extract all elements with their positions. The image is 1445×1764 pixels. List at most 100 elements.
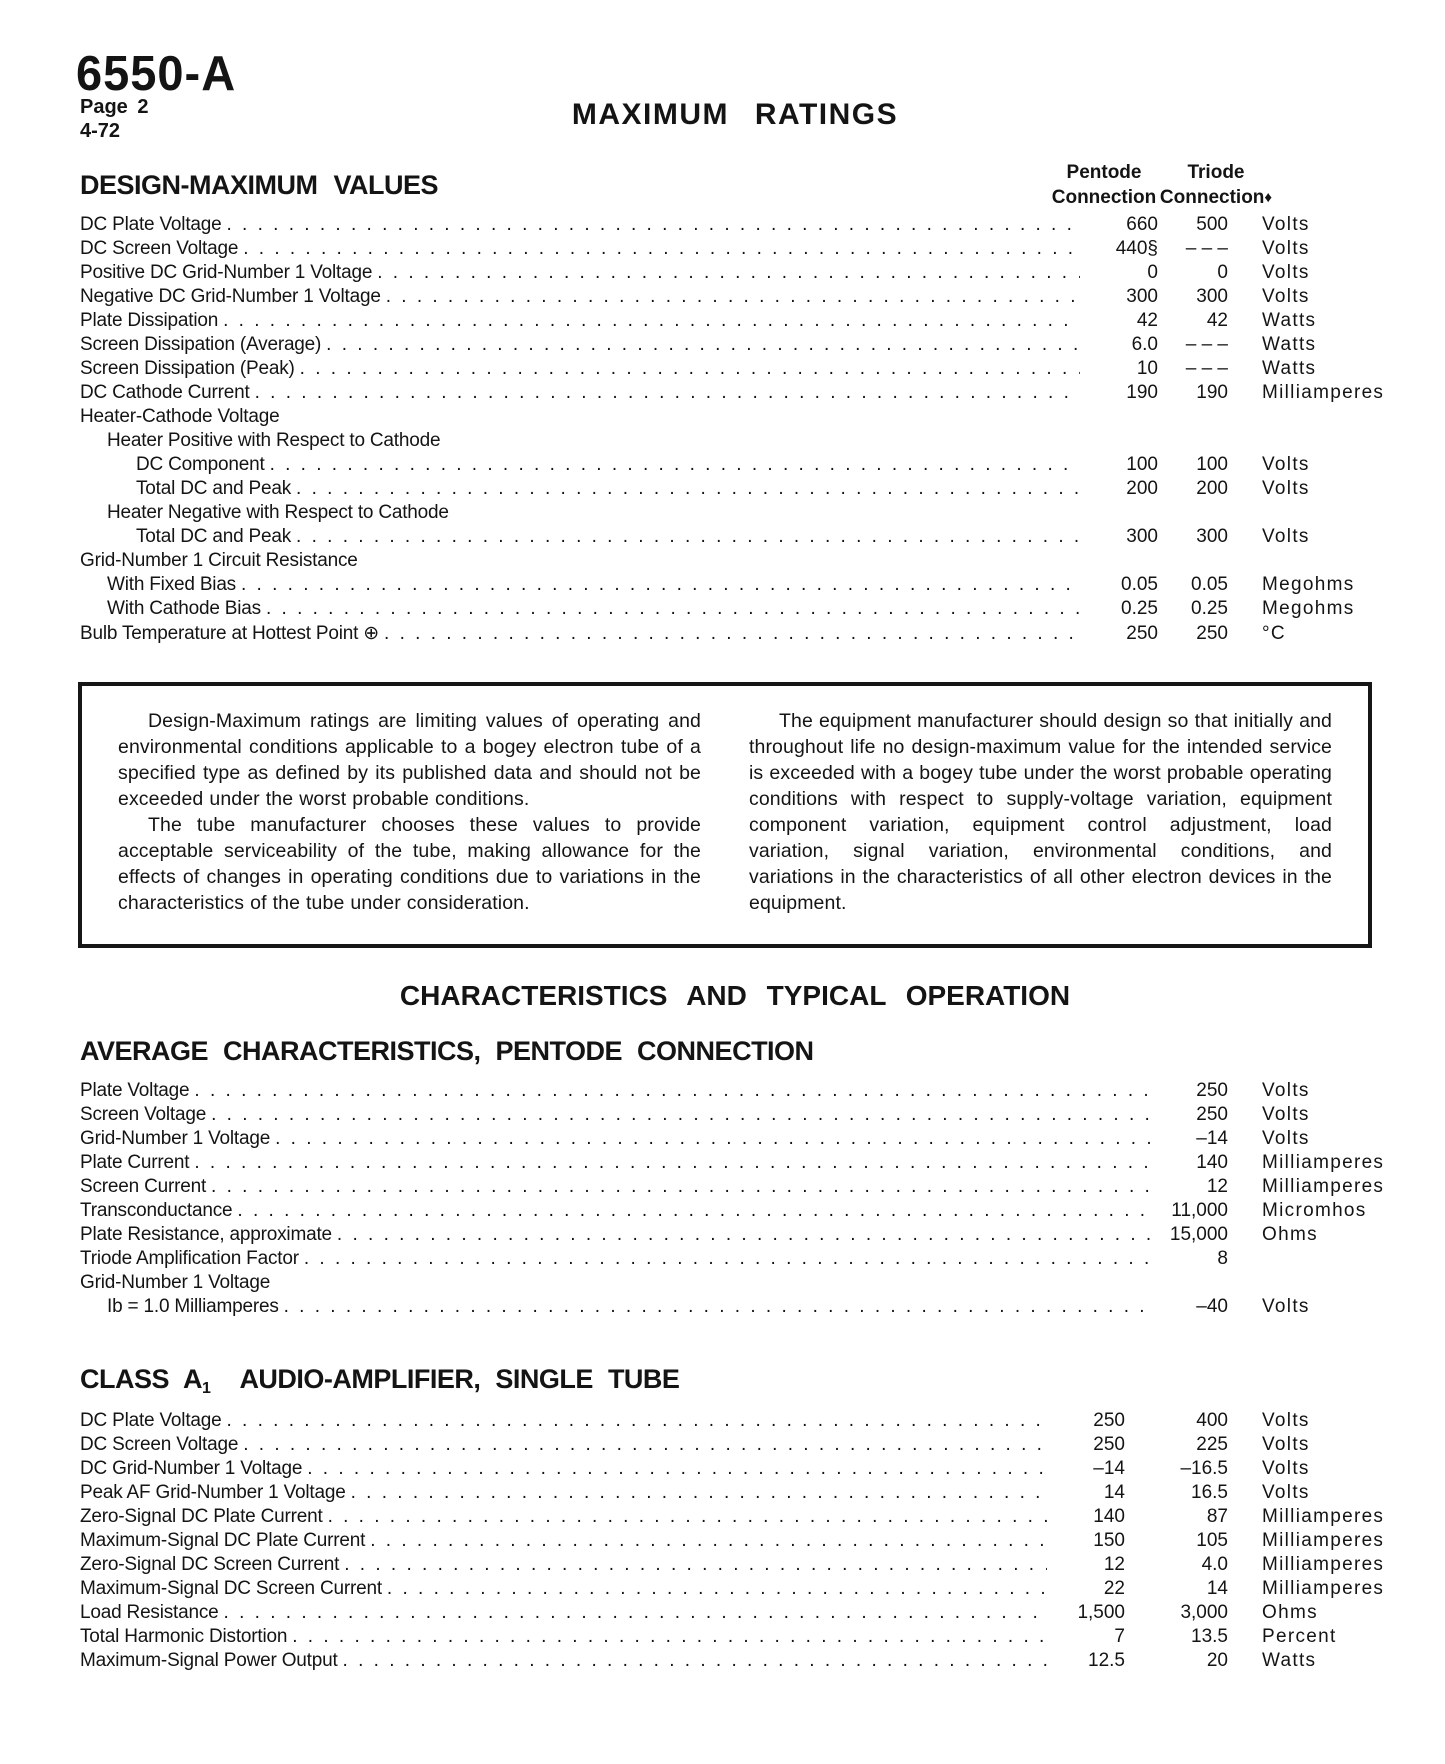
row-unit: Watts — [1262, 334, 1317, 355]
table-row: Positive DC Grid-Number 1 Voltage 0 0 Volts — [80, 262, 1440, 286]
table-group-label-row: Heater-Cathode Voltage — [80, 406, 1440, 430]
dot-leader — [275, 1128, 1150, 1150]
triode-value: 225 — [1196, 1434, 1228, 1455]
dot-leader — [194, 1152, 1150, 1174]
table-row: Plate Dissipation 42 42 Watts — [80, 310, 1440, 334]
average-characteristics-heading: AVERAGE CHARACTERISTICS, PENTODE CONNECT… — [80, 1036, 814, 1066]
row-unit: Volts — [1262, 214, 1310, 235]
note-paragraph: The tube manufacturer chooses these valu… — [118, 814, 701, 914]
column-header-line: Pentode — [1066, 162, 1142, 183]
dot-leader — [337, 1224, 1150, 1246]
row-unit: Volts — [1262, 478, 1310, 499]
row-unit: Megohms — [1262, 574, 1355, 595]
dot-leader — [237, 1200, 1150, 1222]
triode-value: 42 — [1206, 310, 1228, 331]
table-row: Negative DC Grid-Number 1 Voltage 300 300 V… — [80, 286, 1440, 310]
dot-leader — [351, 1482, 1047, 1504]
row-unit: Percent — [1262, 1626, 1337, 1647]
dot-leader — [266, 598, 1080, 620]
table-row: With Cathode Bias 0.25 0.25 Megohms — [80, 598, 1440, 622]
note-paragraph: Design-Maximum ratings are limiting valu… — [118, 710, 701, 810]
dot-leader — [328, 1506, 1047, 1528]
row-unit: Micromhos — [1262, 1200, 1367, 1221]
row-label: Maximum-Signal Power Output — [80, 1650, 338, 1671]
table-row: With Fixed Bias 0.05 0.05 Megohms — [80, 574, 1440, 598]
row-unit: Volts — [1262, 1410, 1310, 1431]
row-label: Screen Voltage — [80, 1104, 207, 1125]
table-row: Plate Voltage 250 Volts — [80, 1080, 1440, 1104]
diamond-footnote-icon: ♦ — [1264, 189, 1273, 206]
row-label: Plate Voltage — [80, 1080, 190, 1101]
dot-leader — [243, 238, 1080, 260]
row-value: 12 — [1206, 1176, 1228, 1197]
row-unit: Ohms — [1262, 1224, 1318, 1245]
row-label: Total DC and Peak — [136, 478, 292, 499]
triode-value: – – – — [1185, 358, 1228, 379]
table-group-label-row: Heater Negative with Respect to Cathode — [80, 502, 1440, 526]
row-label: Screen Dissipation (Average) — [80, 334, 322, 355]
note-paragraph: The equipment manufacturer should design… — [749, 710, 1332, 914]
row-label: DC Grid-Number 1 Voltage — [80, 1458, 303, 1479]
table-row: Peak AF Grid-Number 1 Voltage 14 16.5 Volts — [80, 1482, 1440, 1506]
table-row: Bulb Temperature at Hottest Point ⊕ 250 25… — [80, 622, 1440, 646]
pentode-value: 190 — [1126, 382, 1158, 403]
pentode-value: 42 — [1136, 310, 1158, 331]
table-row: Screen Current 12 Milliamperes — [80, 1176, 1440, 1200]
row-label: Heater Positive with Respect to Cathode — [107, 430, 441, 451]
pentode-value: 0.25 — [1121, 598, 1158, 619]
table-group-label-row: Grid-Number 1 Circuit Resistance — [80, 550, 1440, 574]
table-row: Screen Dissipation (Average) 6.0 – – – Watt… — [80, 334, 1440, 358]
row-label: Zero-Signal DC Screen Current — [80, 1554, 340, 1575]
table-row: Zero-Signal DC Screen Current 12 4.0 Millia… — [80, 1554, 1440, 1578]
dot-leader — [386, 286, 1080, 308]
dot-leader — [296, 478, 1080, 500]
row-unit: Ohms — [1262, 1602, 1318, 1623]
triode-value: –16.5 — [1180, 1458, 1228, 1479]
table-row: Load Resistance 1,500 3,000 Ohms — [80, 1602, 1440, 1626]
row-value: 250 — [1196, 1104, 1228, 1125]
triode-value: 0.05 — [1191, 574, 1228, 595]
row-label: With Cathode Bias — [107, 598, 261, 619]
row-unit: Volts — [1262, 1296, 1310, 1317]
row-unit: Volts — [1262, 454, 1310, 475]
row-value: 11,000 — [1171, 1200, 1228, 1221]
class-a1-amplifier-table: DC Plate Voltage250400VoltsDC Screen Vol… — [80, 1410, 1440, 1674]
row-label: With Fixed Bias — [107, 574, 236, 595]
triode-value: 300 — [1196, 286, 1228, 307]
row-unit: Volts — [1262, 1080, 1310, 1101]
pentode-value: 10 — [1136, 358, 1158, 379]
pentode-value: 250 — [1093, 1434, 1125, 1455]
pentode-value: 250 — [1126, 623, 1158, 644]
row-label: Screen Current — [80, 1176, 207, 1197]
table-row: Ib = 1.0 Milliamperes –40 Volts — [80, 1296, 1440, 1320]
row-unit: Milliamperes — [1262, 1176, 1385, 1197]
triode-value: 0.25 — [1191, 598, 1228, 619]
triode-connection-column-header: Triode Connection♦ — [1121, 160, 1311, 210]
note-right-column: The equipment manufacturer should design… — [749, 708, 1332, 944]
table-group-label-row: Grid-Number 1 Voltage — [80, 1272, 1440, 1296]
table-row: DC Component 100 100 Volts — [80, 454, 1440, 478]
table-row: DC Cathode Current 190 190 Milliamperes — [80, 382, 1440, 406]
table-row: Maximum-Signal Power Output 12.5 20 Watts — [80, 1650, 1440, 1674]
table-row: Transconductance 11,000 Micromhos — [80, 1200, 1440, 1224]
dot-leader — [387, 1578, 1047, 1600]
triode-value: 16.5 — [1191, 1482, 1228, 1503]
dot-leader — [304, 1248, 1150, 1270]
pentode-value: 12.5 — [1088, 1650, 1125, 1671]
dot-leader — [270, 454, 1080, 476]
row-label: Bulb Temperature at Hottest Point ⊕ — [80, 623, 380, 644]
triode-value: 400 — [1196, 1410, 1228, 1431]
triode-value: 14 — [1206, 1578, 1228, 1599]
page-number: Page 2 — [80, 96, 149, 118]
table-row: Total Harmonic Distortion 7 13.5 Percent — [80, 1626, 1440, 1650]
pentode-value: 140 — [1093, 1506, 1125, 1527]
pentode-value: 100 — [1126, 454, 1158, 475]
dot-leader — [377, 262, 1080, 284]
row-label: Load Resistance — [80, 1602, 219, 1623]
row-unit: Watts — [1262, 1650, 1317, 1671]
page-title: MAXIMUM RATINGS — [571, 98, 899, 131]
dot-leader — [284, 1296, 1150, 1318]
triode-value: 105 — [1196, 1530, 1228, 1551]
row-unit: Volts — [1262, 1128, 1310, 1149]
tube-type-title: 6550-A — [76, 45, 237, 101]
